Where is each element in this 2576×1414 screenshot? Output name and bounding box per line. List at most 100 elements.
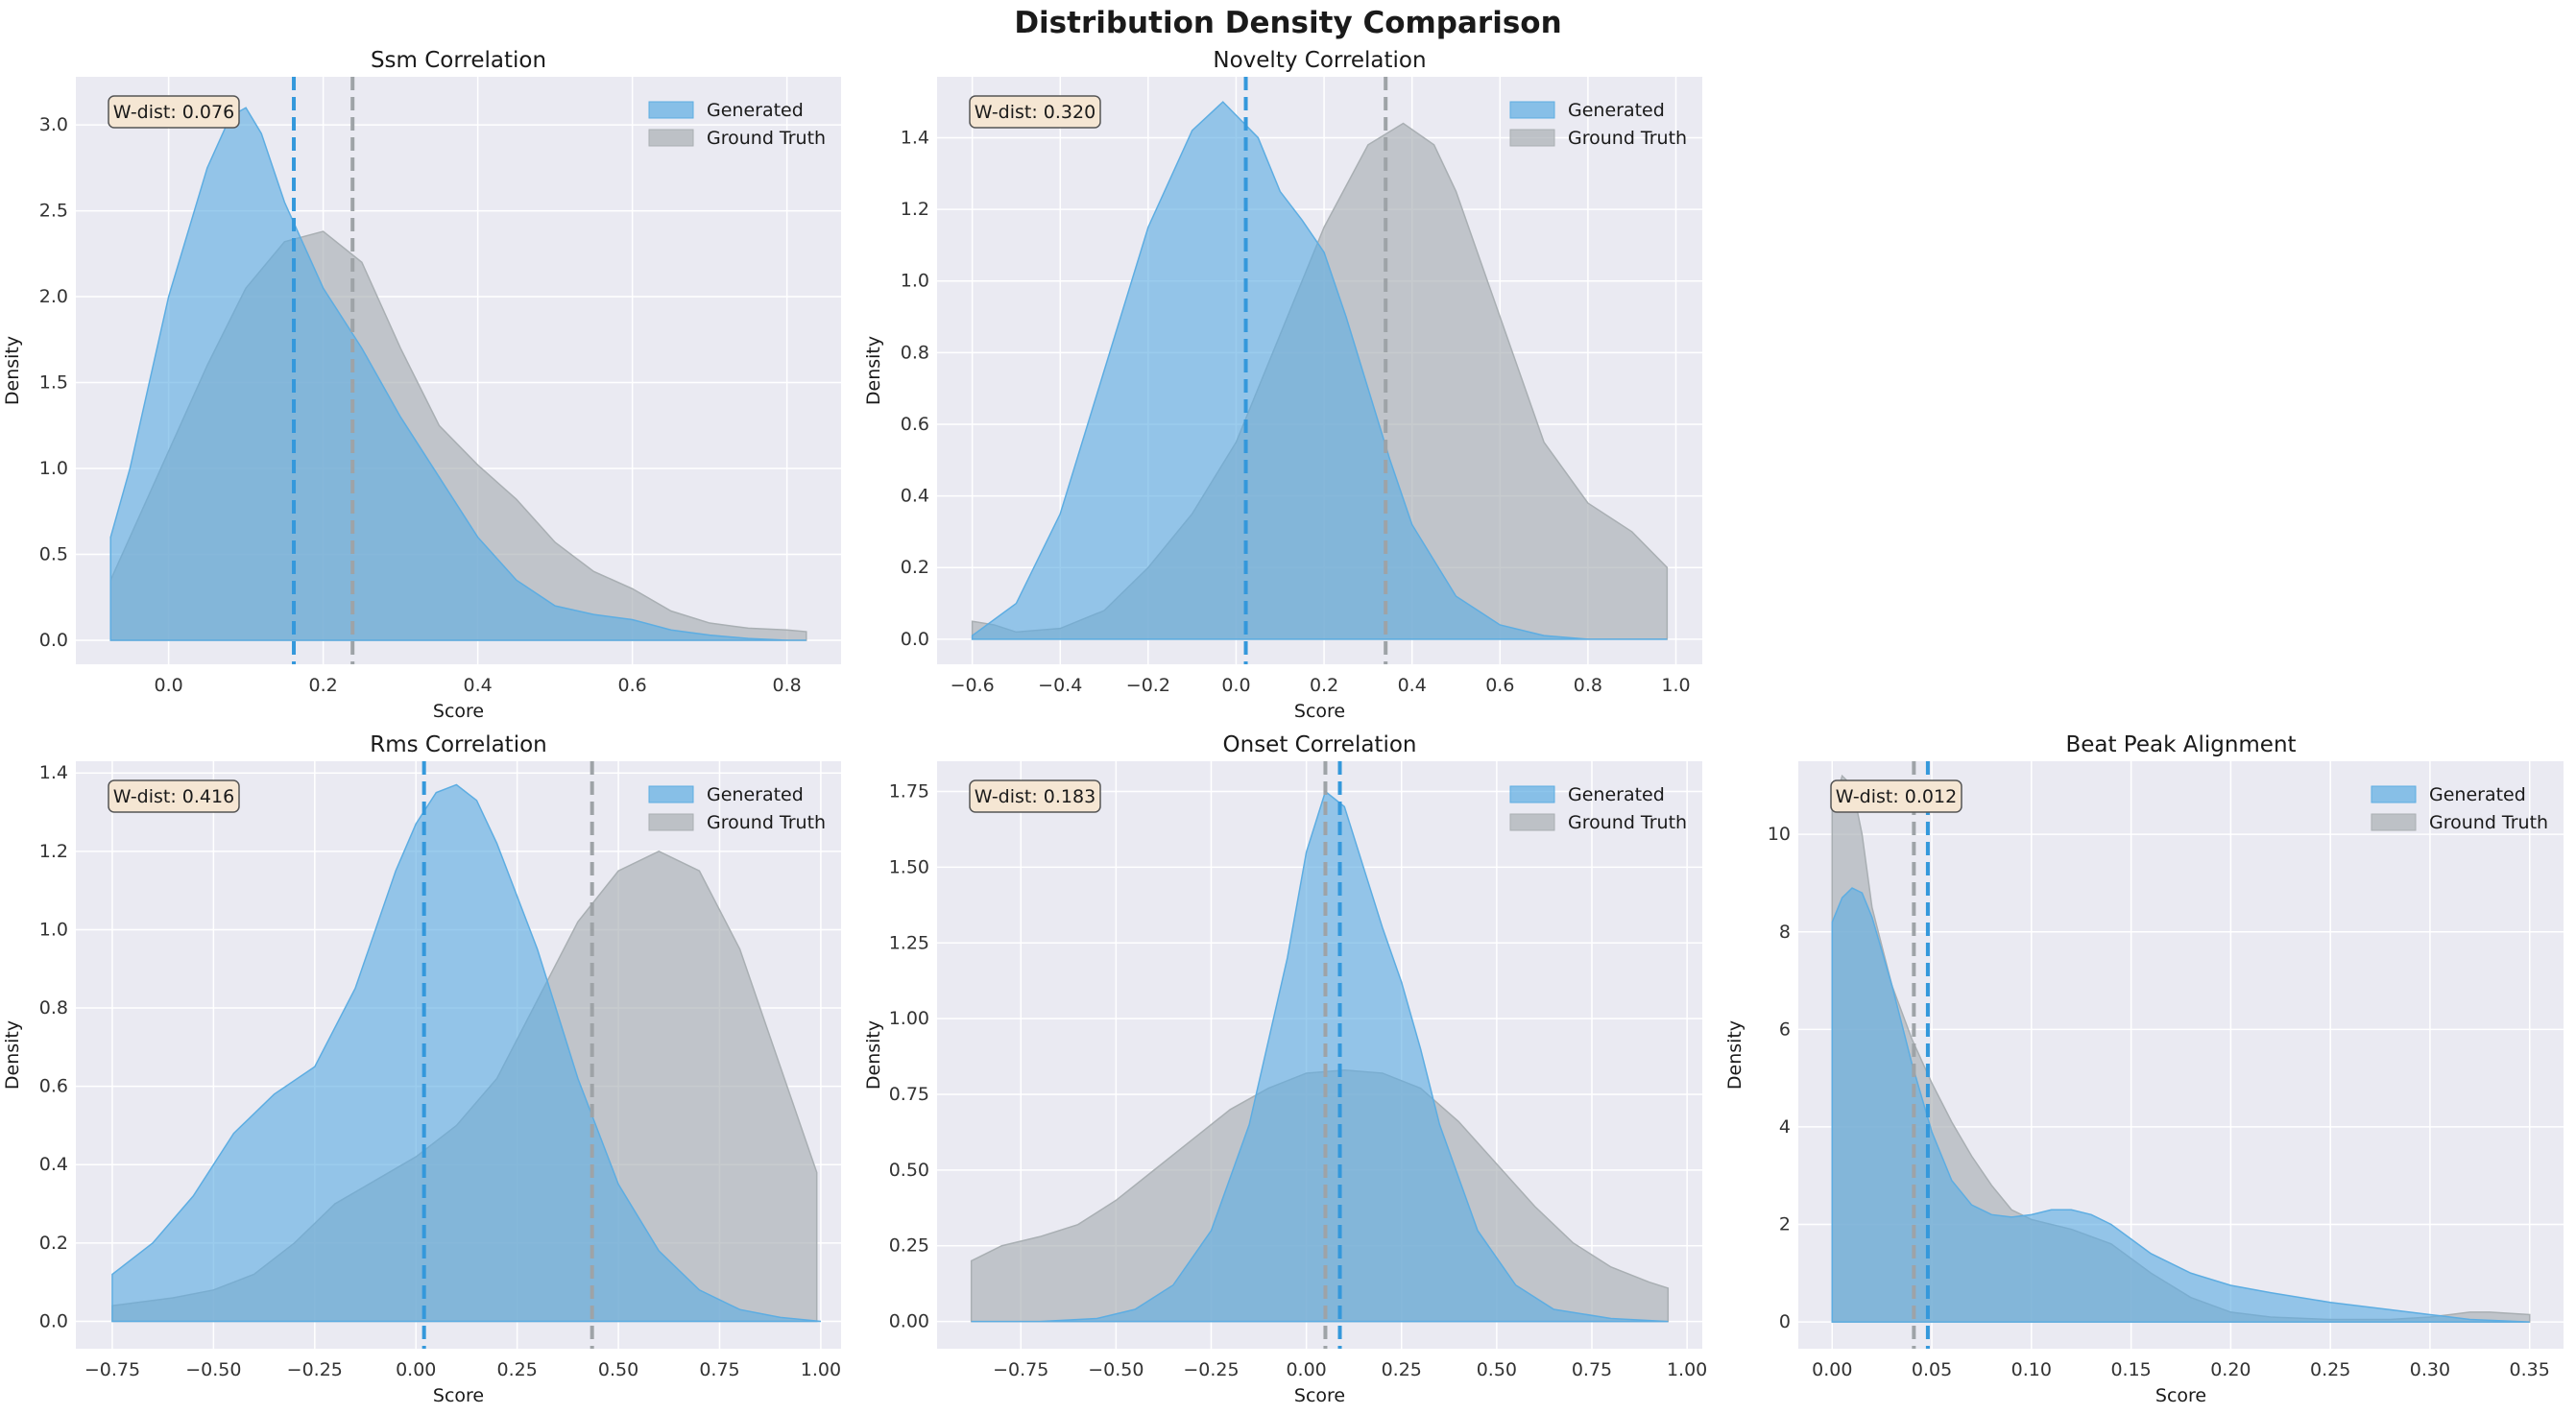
- chart-panel: −0.75 −0.50 −0.25 0.00 0.25 0.50 0.75 1.00 0.00 0…: [863, 732, 1707, 1406]
- wdist-label: W-dist: 0.183: [975, 786, 1095, 807]
- y-tick-label: 2.0: [39, 286, 68, 307]
- x-tick-label: 0.30: [2410, 1359, 2450, 1380]
- legend-swatch-ground-truth: [2371, 813, 2417, 831]
- chart-title: Rms Correlation: [370, 732, 547, 757]
- x-tick-label: 0.0: [1221, 675, 1250, 696]
- legend-swatch-generated: [1509, 785, 1555, 803]
- generated-density-area: [971, 101, 1668, 640]
- legend-swatch-ground-truth: [648, 813, 694, 831]
- x-tick-label: 0.25: [1382, 1359, 1422, 1380]
- y-tick-label: 4: [1779, 1116, 1791, 1138]
- y-tick-label: 1.00: [889, 1008, 929, 1029]
- legend-label-generated: Generated: [1568, 784, 1665, 805]
- legend-swatch-ground-truth: [1509, 813, 1555, 831]
- legend-label-generated: Generated: [2429, 784, 2526, 805]
- y-tick-label: 0.5: [39, 543, 68, 564]
- x-tick-label: 0.50: [1477, 1359, 1517, 1380]
- y-tick-label: 1.2: [901, 199, 929, 220]
- chart-title: Novelty Correlation: [1213, 48, 1426, 73]
- x-tick-label: 0.8: [1574, 675, 1602, 696]
- x-tick-label: 0.35: [2510, 1359, 2550, 1380]
- wdist-label: W-dist: 0.416: [113, 786, 234, 807]
- y-tick-label: 0.50: [889, 1160, 929, 1181]
- x-tick-label: −0.50: [1088, 1359, 1144, 1380]
- y-tick-label: 0.4: [39, 1154, 68, 1175]
- y-tick-label: 1.0: [39, 458, 68, 479]
- y-tick-label: 6: [1779, 1019, 1791, 1040]
- generated-density-area: [971, 790, 1669, 1323]
- x-axis-label: Score: [433, 1385, 484, 1406]
- legend-label-ground-truth: Ground Truth: [1568, 812, 1687, 833]
- x-tick-label: −0.4: [1038, 675, 1082, 696]
- x-tick-label: 0.2: [1310, 675, 1338, 696]
- y-tick-label: 1.25: [889, 932, 929, 953]
- x-tick-label: 0.10: [2011, 1359, 2052, 1380]
- x-tick-label: 0.75: [699, 1359, 739, 1380]
- x-tick-label: 0.4: [1398, 675, 1427, 696]
- y-axis-label: Density: [2, 1020, 23, 1090]
- chart-panel: −0.6 −0.4 −0.2 0.0 0.2 0.4 0.6 0.8 1.0 0.0 0.2 0.4 0…: [863, 48, 1702, 722]
- y-tick-label: 0.2: [901, 557, 929, 578]
- legend-swatch-ground-truth: [1509, 129, 1555, 147]
- x-tick-label: 0.4: [464, 675, 493, 696]
- y-tick-label: 1.2: [39, 841, 68, 862]
- legend-label-ground-truth: Ground Truth: [707, 812, 826, 833]
- x-tick-label: 0.20: [2210, 1359, 2251, 1380]
- x-tick-label: 0.00: [1812, 1359, 1852, 1380]
- x-tick-label: 0.0: [154, 675, 182, 696]
- chart-title: Beat Peak Alignment: [2065, 732, 2296, 757]
- wdist-box: [969, 95, 1101, 129]
- x-tick-label: 0.6: [618, 675, 647, 696]
- y-tick-label: 0.00: [889, 1311, 929, 1332]
- legend-swatch-generated: [648, 785, 694, 803]
- x-axis-label: Score: [1294, 1385, 1345, 1406]
- y-axis-label: Density: [863, 336, 884, 405]
- figure-title: Distribution Density Comparison: [1014, 6, 1562, 40]
- x-tick-label: 1.00: [801, 1359, 841, 1380]
- y-axis-label: Density: [2, 336, 23, 405]
- y-tick-label: 0: [1779, 1311, 1791, 1332]
- x-axis-label: Score: [433, 701, 484, 722]
- y-tick-label: 3.0: [39, 114, 68, 135]
- y-tick-label: 1.0: [39, 919, 68, 940]
- y-tick-label: 8: [1779, 922, 1791, 943]
- y-axis-label: Density: [863, 1020, 884, 1090]
- y-tick-label: 0.4: [901, 486, 929, 507]
- y-tick-label: 0.6: [39, 1076, 68, 1097]
- chart-title: Onset Correlation: [1223, 732, 1417, 757]
- wdist-box: [108, 779, 240, 813]
- x-tick-label: −0.50: [185, 1359, 241, 1380]
- y-tick-label: 0.0: [39, 1310, 68, 1331]
- x-tick-label: 0.50: [598, 1359, 638, 1380]
- chart-panel: 0.00 0.05 0.10 0.15 0.20 0.25 0.30 0.35 0 2 4 6 8 10 B…: [1724, 732, 2564, 1406]
- x-axis-label: Score: [2155, 1385, 2206, 1406]
- x-tick-label: 0.00: [396, 1359, 436, 1380]
- x-tick-label: −0.6: [951, 675, 995, 696]
- legend-swatch-generated: [648, 101, 694, 119]
- y-tick-label: 0.0: [39, 630, 68, 651]
- x-tick-label: 0.25: [2310, 1359, 2350, 1380]
- y-tick-label: 0.2: [39, 1233, 68, 1254]
- x-tick-label: 1.00: [1667, 1359, 1707, 1380]
- legend-label-generated: Generated: [1568, 100, 1665, 121]
- legend-label-generated: Generated: [707, 100, 804, 121]
- legend-label-generated: Generated: [707, 784, 804, 805]
- y-tick-label: 0.8: [39, 997, 68, 1019]
- wdist-label: W-dist: 0.320: [975, 102, 1095, 123]
- x-tick-label: 0.6: [1485, 675, 1514, 696]
- x-tick-label: 1.0: [1661, 675, 1690, 696]
- x-axis-label: Score: [1294, 701, 1345, 722]
- x-tick-label: −0.25: [1183, 1359, 1239, 1380]
- generated-density-area: [1831, 887, 2530, 1323]
- legend-swatch-generated: [1509, 101, 1555, 119]
- wdist-box: [108, 95, 240, 129]
- y-tick-label: 0.0: [901, 629, 929, 650]
- x-tick-label: −0.75: [84, 1359, 140, 1380]
- x-tick-label: 0.05: [1912, 1359, 1952, 1380]
- x-tick-label: 0.15: [2110, 1359, 2151, 1380]
- y-tick-label: 0.75: [889, 1084, 929, 1105]
- x-tick-label: −0.75: [993, 1359, 1048, 1380]
- y-tick-label: 1.0: [901, 271, 929, 292]
- x-tick-label: 0.75: [1572, 1359, 1612, 1380]
